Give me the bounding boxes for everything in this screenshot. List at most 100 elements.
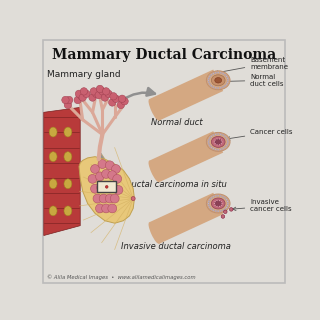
- Circle shape: [102, 170, 110, 178]
- Polygon shape: [44, 108, 80, 236]
- Circle shape: [208, 205, 210, 206]
- Circle shape: [220, 140, 222, 141]
- Circle shape: [211, 197, 212, 199]
- Text: Cancer cells: Cancer cells: [227, 129, 293, 140]
- Ellipse shape: [64, 179, 72, 189]
- Circle shape: [208, 143, 210, 145]
- Circle shape: [226, 84, 228, 85]
- Circle shape: [211, 208, 212, 210]
- Circle shape: [212, 148, 214, 149]
- Ellipse shape: [49, 206, 57, 216]
- Ellipse shape: [206, 71, 230, 90]
- Circle shape: [215, 195, 216, 197]
- Ellipse shape: [49, 179, 57, 189]
- Circle shape: [214, 140, 216, 141]
- Circle shape: [219, 200, 220, 201]
- Circle shape: [227, 201, 228, 202]
- Circle shape: [105, 194, 114, 203]
- Circle shape: [227, 141, 229, 143]
- Circle shape: [227, 79, 229, 81]
- Circle shape: [74, 96, 82, 104]
- Polygon shape: [149, 69, 223, 121]
- FancyBboxPatch shape: [43, 40, 285, 283]
- Circle shape: [112, 95, 120, 102]
- Circle shape: [217, 72, 219, 73]
- Circle shape: [226, 76, 228, 77]
- Circle shape: [99, 194, 108, 203]
- Circle shape: [208, 82, 210, 83]
- Circle shape: [83, 90, 90, 98]
- Circle shape: [226, 199, 228, 200]
- Polygon shape: [149, 131, 223, 182]
- Circle shape: [220, 204, 222, 206]
- Circle shape: [211, 85, 212, 86]
- Circle shape: [227, 82, 228, 83]
- Circle shape: [96, 85, 104, 92]
- Circle shape: [92, 90, 100, 98]
- Circle shape: [214, 204, 216, 206]
- Circle shape: [226, 145, 228, 147]
- Ellipse shape: [64, 152, 72, 162]
- Circle shape: [220, 143, 222, 144]
- Text: Mammary gland: Mammary gland: [47, 70, 121, 79]
- Circle shape: [78, 92, 85, 100]
- Circle shape: [221, 141, 223, 142]
- Ellipse shape: [215, 139, 222, 145]
- Ellipse shape: [49, 152, 57, 162]
- Circle shape: [117, 101, 124, 108]
- Circle shape: [220, 201, 222, 202]
- Circle shape: [208, 79, 209, 81]
- Circle shape: [222, 148, 224, 149]
- Circle shape: [110, 194, 119, 203]
- Circle shape: [108, 171, 117, 180]
- Circle shape: [224, 74, 226, 76]
- Text: Basement
membrane: Basement membrane: [215, 57, 288, 74]
- Circle shape: [118, 95, 126, 102]
- Circle shape: [220, 87, 221, 89]
- Circle shape: [217, 195, 219, 196]
- Circle shape: [211, 136, 212, 137]
- Circle shape: [212, 134, 214, 136]
- Ellipse shape: [148, 99, 160, 121]
- Circle shape: [227, 139, 228, 141]
- Circle shape: [209, 207, 211, 208]
- Circle shape: [221, 203, 223, 204]
- Circle shape: [93, 194, 102, 203]
- Circle shape: [217, 133, 219, 135]
- Ellipse shape: [215, 201, 222, 206]
- Circle shape: [220, 210, 221, 212]
- Circle shape: [227, 203, 229, 204]
- Circle shape: [224, 85, 226, 86]
- Circle shape: [215, 72, 216, 74]
- Circle shape: [229, 208, 233, 211]
- Circle shape: [212, 209, 214, 211]
- Circle shape: [224, 197, 226, 199]
- Circle shape: [220, 148, 221, 150]
- Circle shape: [215, 148, 216, 150]
- Circle shape: [209, 145, 211, 147]
- Circle shape: [208, 203, 209, 204]
- Circle shape: [209, 84, 211, 85]
- Circle shape: [66, 96, 73, 104]
- Circle shape: [217, 149, 219, 150]
- Circle shape: [212, 86, 214, 88]
- Circle shape: [216, 144, 218, 145]
- Circle shape: [222, 73, 224, 74]
- Circle shape: [113, 174, 122, 183]
- Circle shape: [102, 204, 110, 213]
- Circle shape: [114, 186, 123, 194]
- Text: Ductal carcinoma in situ: Ductal carcinoma in situ: [125, 180, 227, 189]
- Circle shape: [209, 137, 211, 139]
- Circle shape: [89, 94, 96, 101]
- Text: Normal duct: Normal duct: [150, 118, 202, 127]
- Text: © Alila Medical Images  •  www.alilamedicalimages.com: © Alila Medical Images • www.alilamedica…: [47, 274, 196, 280]
- Circle shape: [224, 208, 226, 210]
- Circle shape: [214, 143, 216, 144]
- Circle shape: [226, 207, 228, 208]
- Ellipse shape: [206, 132, 230, 151]
- Circle shape: [222, 86, 224, 88]
- Circle shape: [216, 138, 218, 140]
- Circle shape: [226, 137, 228, 139]
- Circle shape: [121, 98, 128, 105]
- Circle shape: [224, 147, 226, 148]
